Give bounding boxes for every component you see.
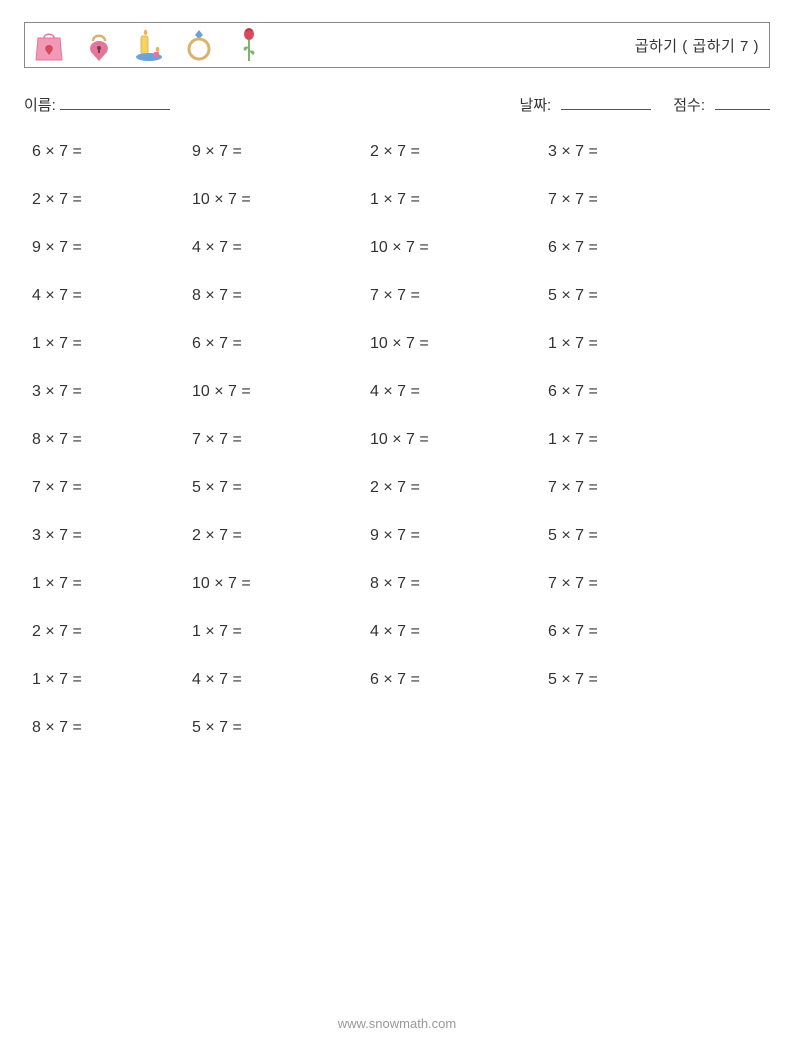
problem-cell: 3 × 7 = — [32, 383, 192, 401]
problem-cell: 5 × 7 = — [192, 719, 370, 737]
footer-url: www.snowmath.com — [0, 1016, 794, 1031]
problem-cell: 4 × 7 = — [32, 287, 192, 305]
problem-cell: 4 × 7 = — [192, 671, 370, 689]
problem-cell: 9 × 7 = — [32, 239, 192, 257]
problem-cell: 2 × 7 = — [192, 527, 370, 545]
problem-cell: 10 × 7 = — [192, 575, 370, 593]
candle-icon — [131, 27, 167, 63]
name-field: 이름: — [24, 94, 170, 115]
problem-cell: 9 × 7 = — [192, 143, 370, 161]
problem-cell: 8 × 7 = — [32, 431, 192, 449]
problem-cell: 7 × 7 = — [32, 479, 192, 497]
header-box: 곱하기 ( 곱하기 7 ) — [24, 22, 770, 68]
problem-cell: 1 × 7 = — [548, 335, 708, 353]
problem-cell: 3 × 7 = — [548, 143, 708, 161]
ring-icon — [181, 27, 217, 63]
header-icons — [31, 27, 267, 63]
problem-cell: 10 × 7 = — [370, 239, 548, 257]
problem-cell: 5 × 7 = — [548, 671, 708, 689]
problem-cell: 5 × 7 = — [548, 287, 708, 305]
name-label: 이름: — [24, 94, 56, 115]
problem-cell: 7 × 7 = — [370, 287, 548, 305]
problem-cell: 8 × 7 = — [32, 719, 192, 737]
problem-cell: 7 × 7 = — [192, 431, 370, 449]
date-score-fields: 날짜: 점수: — [519, 94, 770, 115]
worksheet-title: 곱하기 ( 곱하기 7 ) — [635, 35, 759, 56]
rose-icon — [231, 27, 267, 63]
score-label: 점수: — [673, 94, 705, 115]
problem-cell: 7 × 7 = — [548, 191, 708, 209]
problem-cell: 1 × 7 = — [32, 575, 192, 593]
meta-row: 이름: 날짜: 점수: — [24, 94, 770, 115]
problem-cell: 6 × 7 = — [370, 671, 548, 689]
problem-cell: 3 × 7 = — [32, 527, 192, 545]
problem-cell: 8 × 7 = — [192, 287, 370, 305]
problem-cell: 1 × 7 = — [192, 623, 370, 641]
problem-cell: 1 × 7 = — [32, 335, 192, 353]
shopping-bag-icon — [31, 27, 67, 63]
problem-cell: 8 × 7 = — [370, 575, 548, 593]
problem-cell: 2 × 7 = — [32, 191, 192, 209]
problem-cell: 10 × 7 = — [370, 431, 548, 449]
problem-cell — [548, 719, 708, 737]
problem-cell: 1 × 7 = — [548, 431, 708, 449]
name-blank[interactable] — [60, 94, 170, 110]
problem-cell: 4 × 7 = — [192, 239, 370, 257]
problem-cell: 6 × 7 = — [32, 143, 192, 161]
problem-cell: 10 × 7 = — [192, 383, 370, 401]
problem-cell: 10 × 7 = — [370, 335, 548, 353]
problem-cell: 5 × 7 = — [548, 527, 708, 545]
date-blank[interactable] — [561, 94, 651, 110]
problem-cell: 5 × 7 = — [192, 479, 370, 497]
problem-cell: 7 × 7 = — [548, 479, 708, 497]
problem-cell — [370, 719, 548, 737]
problem-cell: 6 × 7 = — [548, 383, 708, 401]
problem-cell: 2 × 7 = — [370, 143, 548, 161]
date-label: 날짜: — [519, 94, 551, 115]
problem-cell: 2 × 7 = — [370, 479, 548, 497]
problem-cell: 1 × 7 = — [32, 671, 192, 689]
problem-cell: 10 × 7 = — [192, 191, 370, 209]
problem-cell: 9 × 7 = — [370, 527, 548, 545]
problem-cell: 6 × 7 = — [548, 239, 708, 257]
problem-cell: 1 × 7 = — [370, 191, 548, 209]
problem-cell: 7 × 7 = — [548, 575, 708, 593]
problem-cell: 6 × 7 = — [548, 623, 708, 641]
heart-lock-icon — [81, 27, 117, 63]
problem-cell: 6 × 7 = — [192, 335, 370, 353]
problem-cell: 4 × 7 = — [370, 623, 548, 641]
score-blank[interactable] — [715, 94, 770, 110]
problems-grid: 6 × 7 =9 × 7 =2 × 7 =3 × 7 =2 × 7 =10 × … — [32, 143, 770, 737]
worksheet: 곱하기 ( 곱하기 7 ) 이름: 날짜: 점수: 6 × 7 =9 × 7 =… — [0, 0, 794, 737]
problem-cell: 2 × 7 = — [32, 623, 192, 641]
problem-cell: 4 × 7 = — [370, 383, 548, 401]
